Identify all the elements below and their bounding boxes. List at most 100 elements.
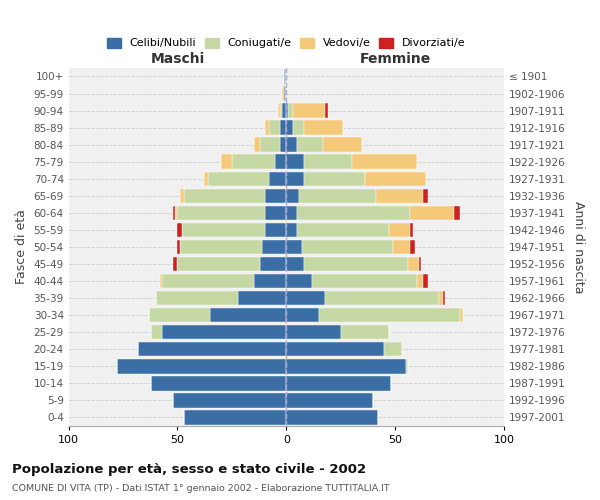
Bar bbox=[454, 206, 460, 220]
Bar bbox=[139, 342, 286, 356]
Bar bbox=[319, 308, 460, 322]
Bar bbox=[262, 240, 286, 254]
Legend: Celibi/Nubili, Coniugati/e, Vedovi/e, Divorziati/e: Celibi/Nubili, Coniugati/e, Vedovi/e, Di… bbox=[107, 38, 465, 48]
Bar bbox=[286, 172, 304, 186]
Bar bbox=[175, 206, 178, 220]
Bar bbox=[269, 172, 286, 186]
Bar bbox=[160, 274, 162, 288]
Bar bbox=[232, 154, 275, 169]
Bar bbox=[286, 188, 299, 203]
Bar bbox=[460, 308, 463, 322]
Bar bbox=[293, 104, 325, 118]
Text: Popolazione per età, sesso e stato civile - 2002: Popolazione per età, sesso e stato civil… bbox=[12, 462, 366, 475]
Bar bbox=[182, 222, 265, 237]
Bar bbox=[304, 120, 343, 135]
Bar bbox=[265, 222, 286, 237]
Text: Maschi: Maschi bbox=[151, 52, 205, 66]
Bar bbox=[389, 222, 410, 237]
Bar bbox=[284, 86, 286, 101]
Bar bbox=[376, 188, 424, 203]
Bar bbox=[179, 188, 184, 203]
Bar bbox=[297, 138, 323, 152]
Bar bbox=[341, 325, 389, 340]
Bar bbox=[269, 120, 280, 135]
Bar bbox=[286, 257, 304, 272]
Bar bbox=[116, 359, 286, 374]
Bar bbox=[260, 138, 280, 152]
Bar bbox=[419, 257, 421, 272]
Bar bbox=[282, 86, 284, 101]
Bar bbox=[173, 257, 178, 272]
Bar bbox=[393, 240, 410, 254]
Bar bbox=[297, 222, 389, 237]
Bar bbox=[286, 393, 373, 407]
Bar bbox=[210, 308, 286, 322]
Bar bbox=[286, 376, 391, 390]
Bar bbox=[162, 274, 254, 288]
Text: Femmine: Femmine bbox=[359, 52, 431, 66]
Bar bbox=[208, 172, 269, 186]
Bar bbox=[265, 120, 269, 135]
Bar bbox=[417, 274, 424, 288]
Bar bbox=[410, 240, 415, 254]
Text: COMUNE DI VITA (TP) - Dati ISTAT 1° gennaio 2002 - Elaborazione TUTTITALIA.IT: COMUNE DI VITA (TP) - Dati ISTAT 1° genn… bbox=[12, 484, 389, 493]
Bar bbox=[304, 172, 365, 186]
Bar bbox=[254, 138, 260, 152]
Bar bbox=[424, 188, 428, 203]
Bar bbox=[254, 274, 286, 288]
Bar bbox=[325, 104, 328, 118]
Bar bbox=[286, 240, 302, 254]
Bar bbox=[280, 138, 286, 152]
Bar bbox=[286, 410, 378, 424]
Bar bbox=[184, 188, 265, 203]
Bar bbox=[178, 257, 260, 272]
Bar bbox=[299, 188, 376, 203]
Bar bbox=[286, 325, 341, 340]
Bar bbox=[179, 240, 262, 254]
Bar bbox=[286, 104, 289, 118]
Bar bbox=[286, 222, 297, 237]
Bar bbox=[443, 291, 445, 306]
Bar bbox=[286, 154, 304, 169]
Bar bbox=[384, 342, 401, 356]
Bar bbox=[151, 325, 162, 340]
Bar bbox=[178, 206, 265, 220]
Bar bbox=[286, 138, 297, 152]
Bar bbox=[284, 69, 286, 84]
Bar bbox=[304, 257, 408, 272]
Bar bbox=[162, 325, 286, 340]
Bar bbox=[410, 222, 413, 237]
Bar bbox=[286, 291, 325, 306]
Bar bbox=[439, 291, 443, 306]
Bar bbox=[293, 120, 304, 135]
Bar bbox=[280, 104, 282, 118]
Bar bbox=[289, 104, 293, 118]
Bar bbox=[410, 206, 454, 220]
Bar bbox=[323, 138, 362, 152]
Bar bbox=[424, 274, 428, 288]
Bar bbox=[286, 120, 293, 135]
Bar bbox=[286, 274, 313, 288]
Bar bbox=[286, 342, 384, 356]
Bar bbox=[365, 172, 425, 186]
Bar bbox=[151, 376, 286, 390]
Y-axis label: Fasce di età: Fasce di età bbox=[15, 210, 28, 284]
Bar bbox=[406, 359, 408, 374]
Bar bbox=[286, 206, 297, 220]
Bar bbox=[408, 257, 419, 272]
Bar bbox=[149, 308, 210, 322]
Bar bbox=[302, 240, 393, 254]
Y-axis label: Anni di nascita: Anni di nascita bbox=[572, 200, 585, 293]
Bar bbox=[278, 104, 280, 118]
Bar bbox=[221, 154, 232, 169]
Bar bbox=[352, 154, 417, 169]
Bar bbox=[265, 188, 286, 203]
Bar bbox=[282, 104, 286, 118]
Bar bbox=[275, 154, 286, 169]
Bar bbox=[203, 172, 208, 186]
Bar bbox=[156, 291, 238, 306]
Bar bbox=[184, 410, 286, 424]
Bar bbox=[173, 206, 175, 220]
Bar bbox=[280, 120, 286, 135]
Bar bbox=[173, 393, 286, 407]
